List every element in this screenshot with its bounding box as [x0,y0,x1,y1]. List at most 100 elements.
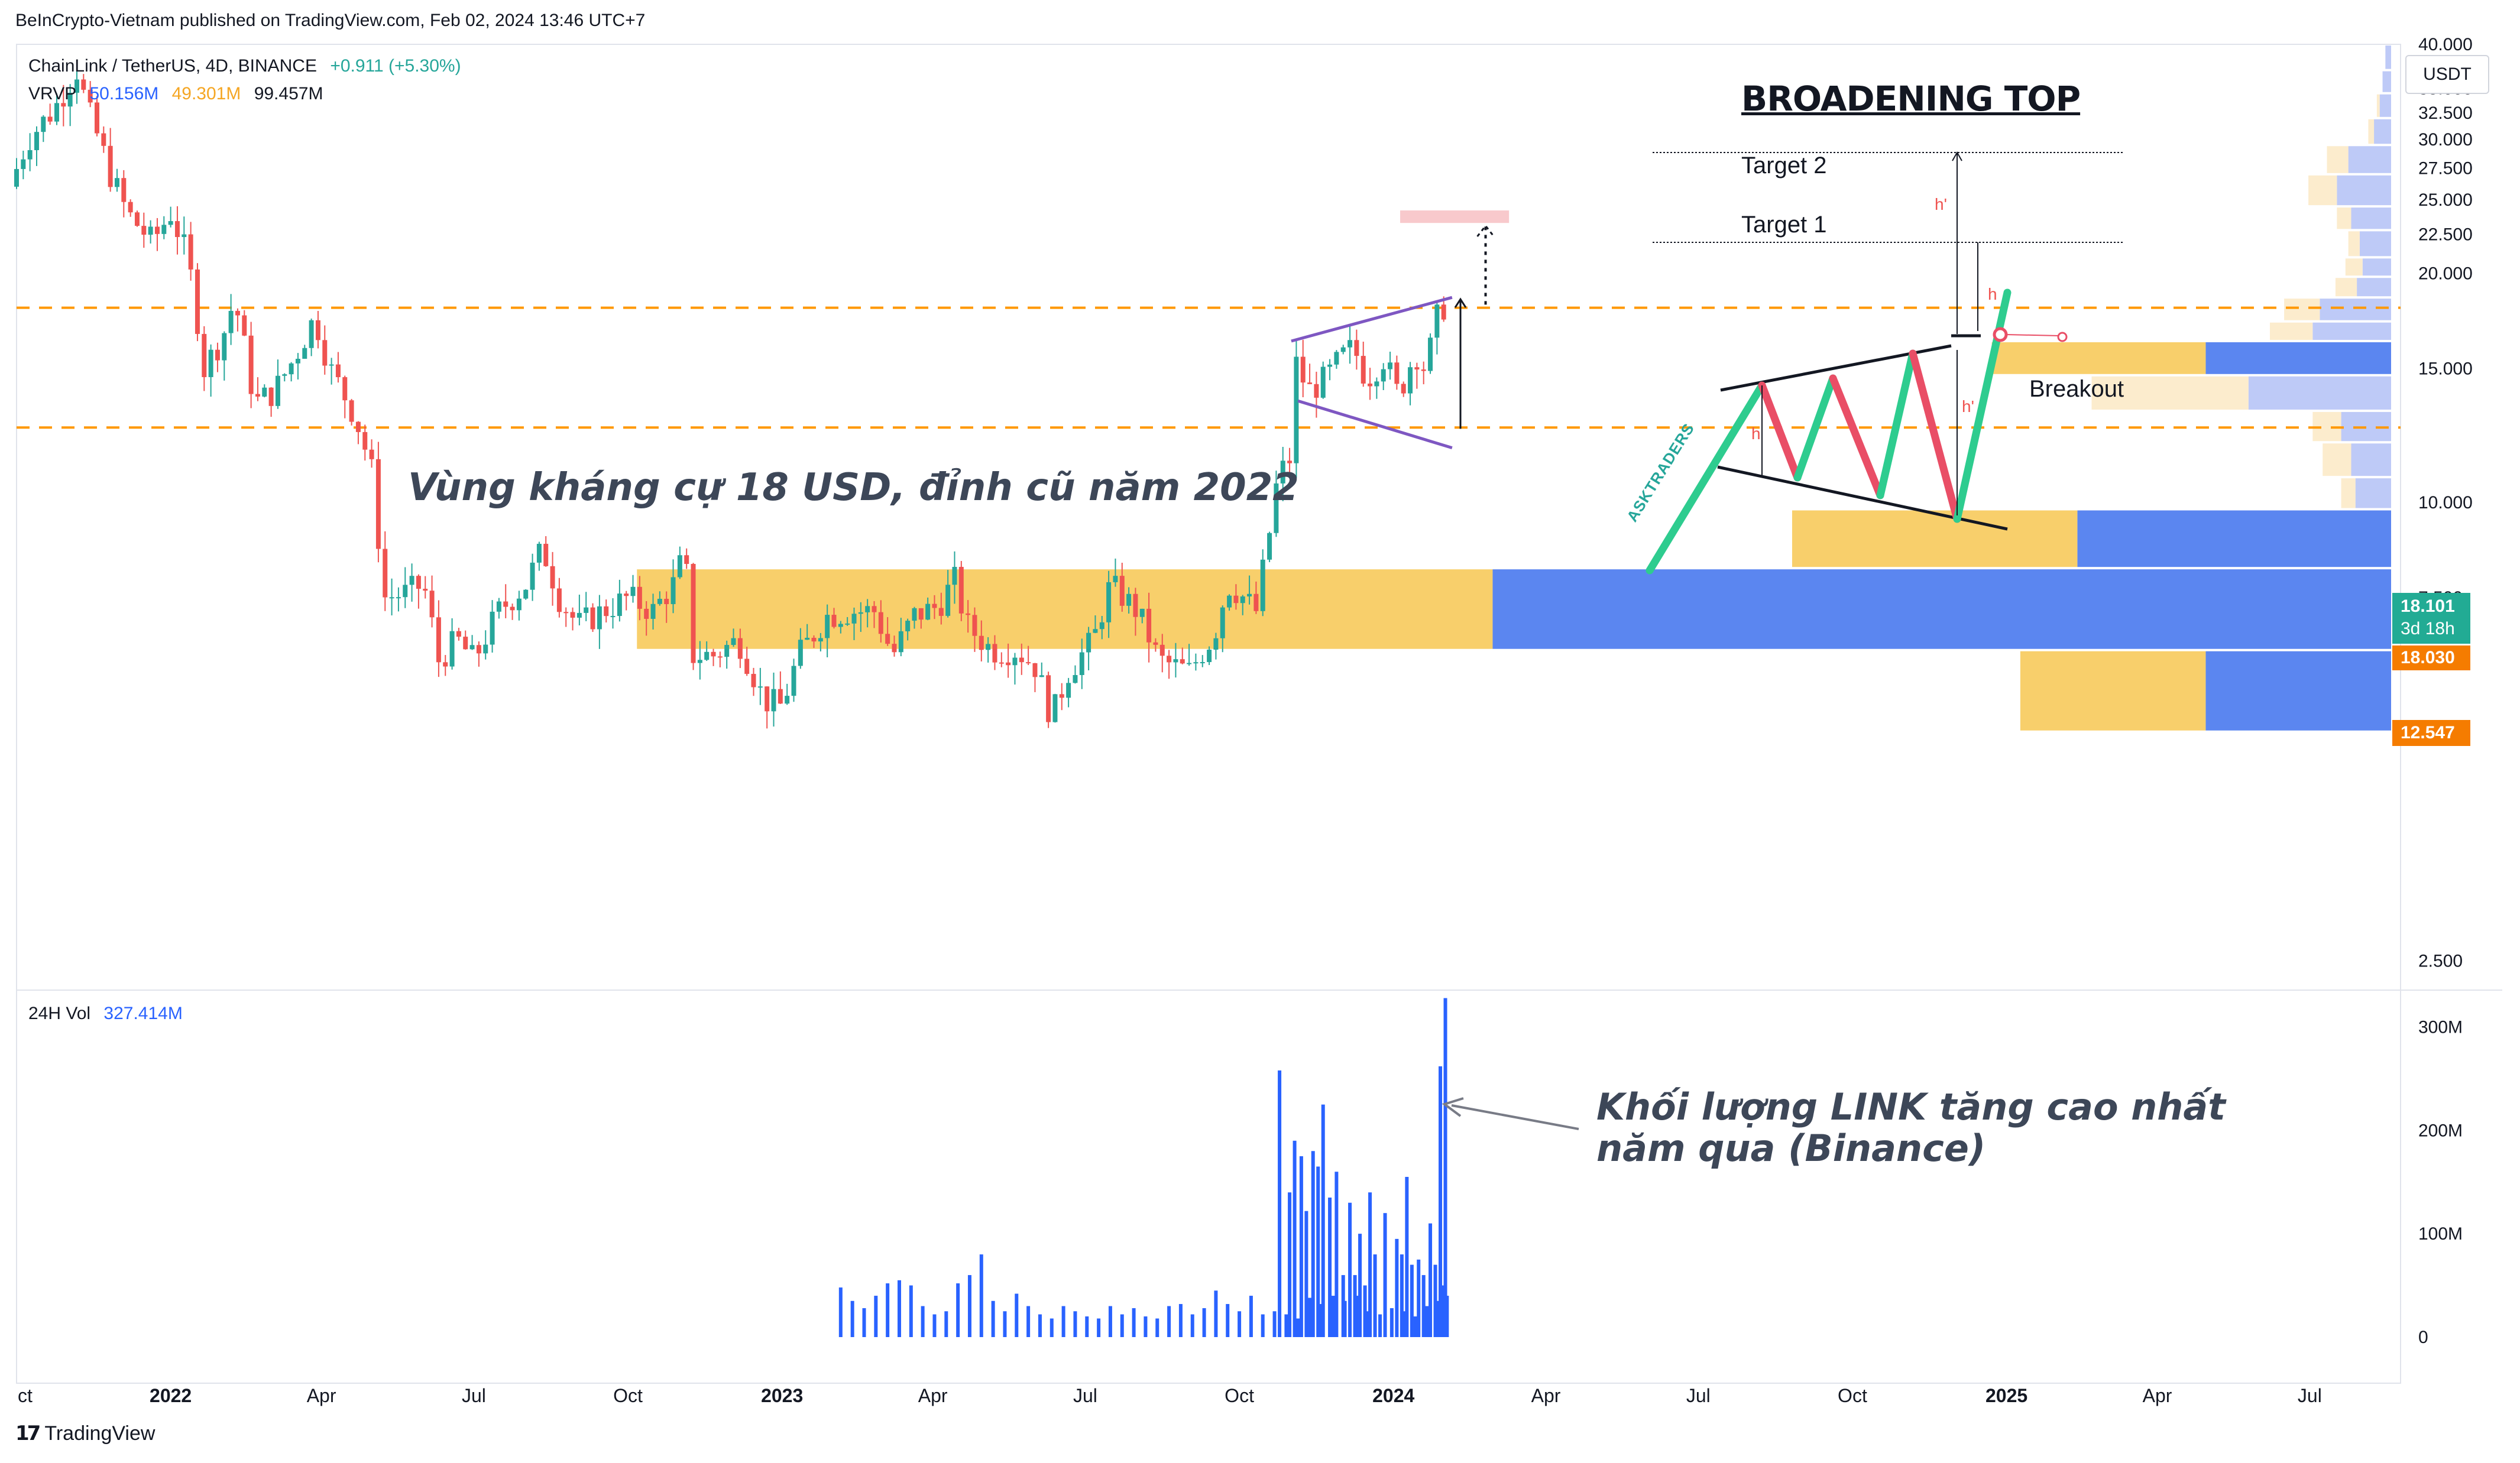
pattern-h-prime-label-2: h' [1962,397,1974,416]
pattern-h-label-2: h [1988,285,1997,303]
candle-body-145 [986,644,991,650]
volume-bar-36 [1261,1314,1265,1337]
time-tick-1: 2022 [150,1385,192,1406]
candle-body-30 [215,349,220,361]
candle-body-3 [34,132,39,151]
price-tick-5: 27.500 [2418,159,2473,179]
pattern-title: BROADENING TOP [1741,79,2081,119]
last-price-tag: 18.101 3d 18h [2392,593,2470,644]
candle-body-213 [1441,304,1446,320]
volume-profile-up-16 [2355,478,2391,508]
volume-annotation-arrow [1451,1104,1579,1130]
volume-bar-23 [1108,1306,1112,1337]
tradingview-brand: TradingView [44,1422,156,1445]
candle-body-85 [584,607,589,613]
candle-body-99 [677,555,682,578]
volume-bar-5 [897,1280,901,1337]
candle-body-165 [1119,576,1125,606]
volume-bar-6 [909,1285,913,1337]
candle-body-37 [262,387,267,397]
candle-body-53 [369,449,374,459]
volume-profile-down-19 [2020,651,2206,731]
volume-bar-17 [1038,1314,1042,1337]
volume-bar-70 [1373,1254,1377,1337]
volume-bar-32 [1214,1290,1218,1337]
symbol-title[interactable]: ChainLink / TetherUS, 4D, BINANCE [28,56,317,76]
volume-profile-down-16 [2341,478,2356,508]
volume-bar-25 [1132,1308,1136,1337]
candle-body-24 [174,221,180,238]
candle-body-49 [342,377,348,401]
candle-body-168 [1139,608,1145,617]
tradingview-logo[interactable]: 17 TradingView [15,1422,155,1445]
volume-bar-60 [1316,1166,1320,1337]
candle-body-31 [222,333,227,361]
volume-bar-73 [1400,1254,1404,1337]
candle-body-55 [383,549,388,598]
target2-label: Target 2 [1741,153,1827,179]
candle-body-105 [717,656,723,658]
pattern-wave-1 [1758,381,1802,482]
candle-body-159 [1079,652,1084,676]
candle-body-38 [268,387,274,406]
candle-body-41 [289,363,294,375]
candle-body-34 [242,315,247,336]
volume-label[interactable]: 24H Vol [28,1004,91,1023]
candle-body-151 [1026,662,1031,664]
candle-body-210 [1421,369,1426,371]
pattern-h-label-1: h [1751,424,1761,443]
candle-body-77 [530,562,535,590]
candle-body-91 [624,593,629,596]
volume-profile-down-5 [2308,175,2337,206]
candle-body-193 [1307,382,1313,384]
candle-body-20 [148,226,153,235]
breakout-pointer-dot [2057,332,2068,342]
price-tick-4: 30.000 [2418,130,2473,150]
candle-body-125 [851,614,857,624]
candle-body-134 [912,608,917,621]
volume-tick-0: 300M [2418,1017,2463,1037]
time-tick-15: Jul [2298,1385,2322,1406]
candle-body-9 [74,79,79,93]
volume-bar-59 [1311,1151,1315,1337]
candle-body-207 [1401,384,1406,394]
currency-selector[interactable]: USDT [2405,55,2489,94]
candle-body-122 [831,615,837,627]
volume-profile-down-17 [1792,510,2078,567]
volume-bar-67 [1358,1234,1362,1337]
volume-profile-up-9 [2357,278,2391,297]
candle-body-156 [1059,694,1064,698]
candle-body-16 [121,178,127,202]
candle-body-108 [737,638,743,659]
candle-body-43 [302,348,307,359]
candle-body-182 [1233,595,1239,604]
candle-body-4 [41,116,46,132]
support-price-tag: 12.547 [2392,720,2470,746]
candle-body-32 [228,310,234,333]
candle-body-7 [61,103,66,107]
candle-body-138 [938,608,944,616]
volume-profile-down-10 [2284,299,2320,320]
candle-body-62 [429,591,435,618]
time-tick-11: Jul [1686,1385,1711,1406]
candle-body-5 [47,116,53,122]
time-tick-5: 2023 [761,1385,803,1406]
candle-body-10 [81,79,86,90]
volume-value: 327.414M [103,1004,183,1023]
candle-body-103 [704,651,710,660]
volume-bar-1 [850,1300,854,1337]
candle-body-94 [644,608,649,619]
candle-body-194 [1314,384,1319,398]
candle-body-131 [892,644,897,653]
candle-body-206 [1394,362,1400,384]
measure-arrowhead [1454,297,1467,308]
candle-body-13 [101,133,106,146]
candle-body-1 [21,159,26,169]
candle-body-14 [108,145,113,187]
candle-body-188 [1274,483,1279,533]
vrvp-label[interactable]: VRVP [28,84,77,103]
candle-body-79 [543,543,549,566]
candle-body-64 [443,662,448,667]
candle-body-69 [476,645,481,654]
